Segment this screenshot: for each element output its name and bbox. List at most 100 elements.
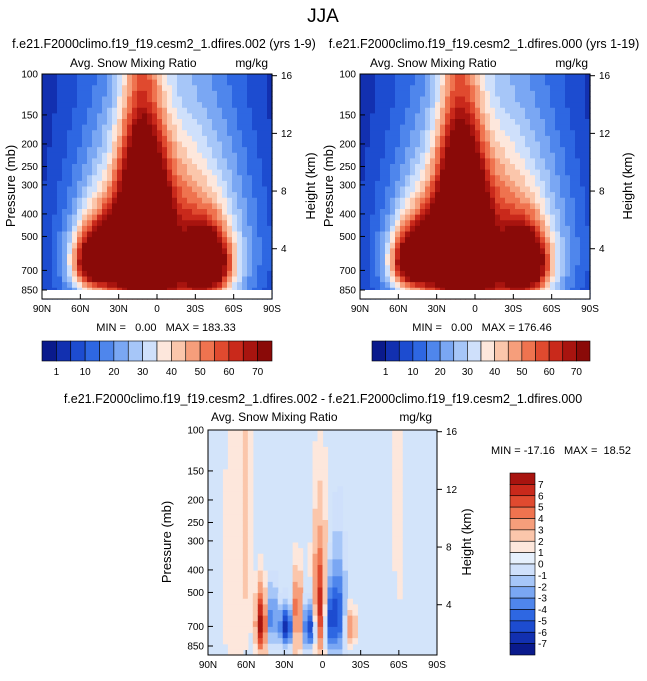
heatmap-cell — [237, 135, 243, 143]
heatmap-cell — [122, 158, 128, 165]
heatmap-cell — [237, 259, 243, 266]
heatmap-cell — [107, 96, 113, 103]
heatmap-cell — [167, 169, 173, 176]
heatmap-cell — [292, 610, 299, 617]
heatmap-cell — [137, 220, 143, 227]
heatmap-cell — [395, 124, 401, 131]
heatmap-cell — [395, 220, 401, 227]
heatmap-cell — [317, 508, 324, 515]
heatmap-cell — [72, 231, 78, 238]
heatmap-cell — [262, 593, 269, 600]
heatmap-cell — [282, 587, 289, 594]
heatmap-cell — [385, 254, 391, 261]
heatmap-cell — [232, 203, 238, 210]
heatmap-cell — [197, 186, 203, 193]
heatmap-cell — [425, 124, 431, 131]
heatmap-cell — [127, 203, 133, 210]
heatmap-cell — [317, 548, 324, 555]
heatmap-cell — [137, 135, 143, 143]
heatmap-cell — [312, 565, 319, 572]
heatmap-cell — [97, 119, 103, 126]
heatmap-cell — [500, 102, 506, 109]
heatmap-cell — [107, 214, 113, 221]
heatmap-cell — [425, 164, 431, 171]
heatmap-cell — [62, 225, 68, 233]
heatmap-cell — [485, 158, 491, 165]
heatmap-cell — [182, 130, 188, 137]
heatmap-cell — [192, 180, 198, 188]
heatmap-cell — [520, 79, 526, 86]
heatmap-cell — [580, 231, 586, 238]
heatmap-cell — [375, 197, 381, 204]
heatmap-cell — [445, 79, 451, 86]
heatmap-cell — [167, 276, 173, 283]
heatmap-cell — [257, 169, 263, 176]
heatmap-cell — [287, 615, 294, 622]
heatmap-cell — [182, 90, 188, 98]
heatmap-cell — [515, 276, 521, 283]
heatmap-cell — [202, 225, 208, 233]
heatmap-cell — [197, 164, 203, 171]
heatmap-cell — [192, 242, 198, 249]
heatmap-cell — [112, 225, 118, 233]
heatmap-cell — [385, 74, 391, 81]
heatmap-cell — [540, 119, 546, 126]
heatmap-cell — [97, 282, 103, 289]
heatmap-cell — [242, 525, 249, 532]
heatmap-cell — [392, 458, 398, 465]
heatmap-cell — [227, 503, 234, 510]
heatmap-cell — [445, 124, 451, 131]
heatmap-cell — [495, 164, 501, 171]
heatmap-cell — [137, 107, 143, 114]
heatmap-cell — [450, 124, 456, 131]
heatmap-cell — [485, 220, 491, 227]
heatmap-cell — [420, 259, 426, 266]
heatmap-cell — [157, 270, 163, 278]
heatmap-cell — [187, 147, 193, 154]
heatmap-cell — [435, 158, 441, 165]
heatmap-cell — [97, 147, 103, 154]
heatmap-cell — [470, 102, 476, 109]
heatmap-cell — [400, 90, 406, 98]
heatmap-cell — [247, 548, 254, 555]
heatmap-cell — [117, 282, 123, 289]
heatmap-cell — [82, 220, 88, 227]
heatmap-cell — [82, 175, 88, 182]
heatmap-cell — [555, 175, 561, 182]
heatmap-cell — [465, 141, 471, 148]
heatmap-cell — [267, 259, 273, 266]
heatmap-cell — [415, 254, 421, 261]
colorbar-swatch — [509, 563, 536, 576]
heatmap-cell — [480, 135, 486, 143]
heatmap-cell — [500, 209, 506, 216]
heatmap-cell — [440, 90, 446, 98]
heatmap-cell — [375, 220, 381, 227]
heatmap-cell — [202, 265, 208, 272]
heatmap-cell — [405, 282, 411, 289]
heatmap-cell — [405, 130, 411, 137]
heatmap-cell — [555, 254, 561, 261]
heatmap-cell — [440, 237, 446, 244]
x-tick-label: 60S — [543, 304, 561, 315]
heatmap-cell — [87, 141, 93, 148]
heatmap-cell — [177, 203, 183, 210]
heatmap-cell — [172, 113, 178, 120]
heatmap-cell — [257, 576, 264, 583]
heatmap-cell — [455, 259, 461, 266]
heatmap-cell — [257, 79, 263, 86]
heatmap-cell — [252, 197, 258, 204]
heatmap-cell — [77, 79, 83, 86]
heatmap-cell — [97, 107, 103, 114]
heatmap-cell — [82, 169, 88, 176]
heatmap-cell — [132, 242, 138, 249]
heatmap-cell — [460, 282, 466, 289]
heatmap-cell — [455, 220, 461, 227]
heatmap-cell — [585, 209, 591, 216]
heatmap-cell — [395, 242, 401, 249]
heatmap-cell — [182, 124, 188, 131]
heatmap-cell — [375, 254, 381, 261]
heatmap-cell — [77, 197, 83, 204]
heatmap-cell — [232, 458, 239, 465]
heatmap-cell — [490, 135, 496, 143]
heatmap-cell — [192, 158, 198, 165]
